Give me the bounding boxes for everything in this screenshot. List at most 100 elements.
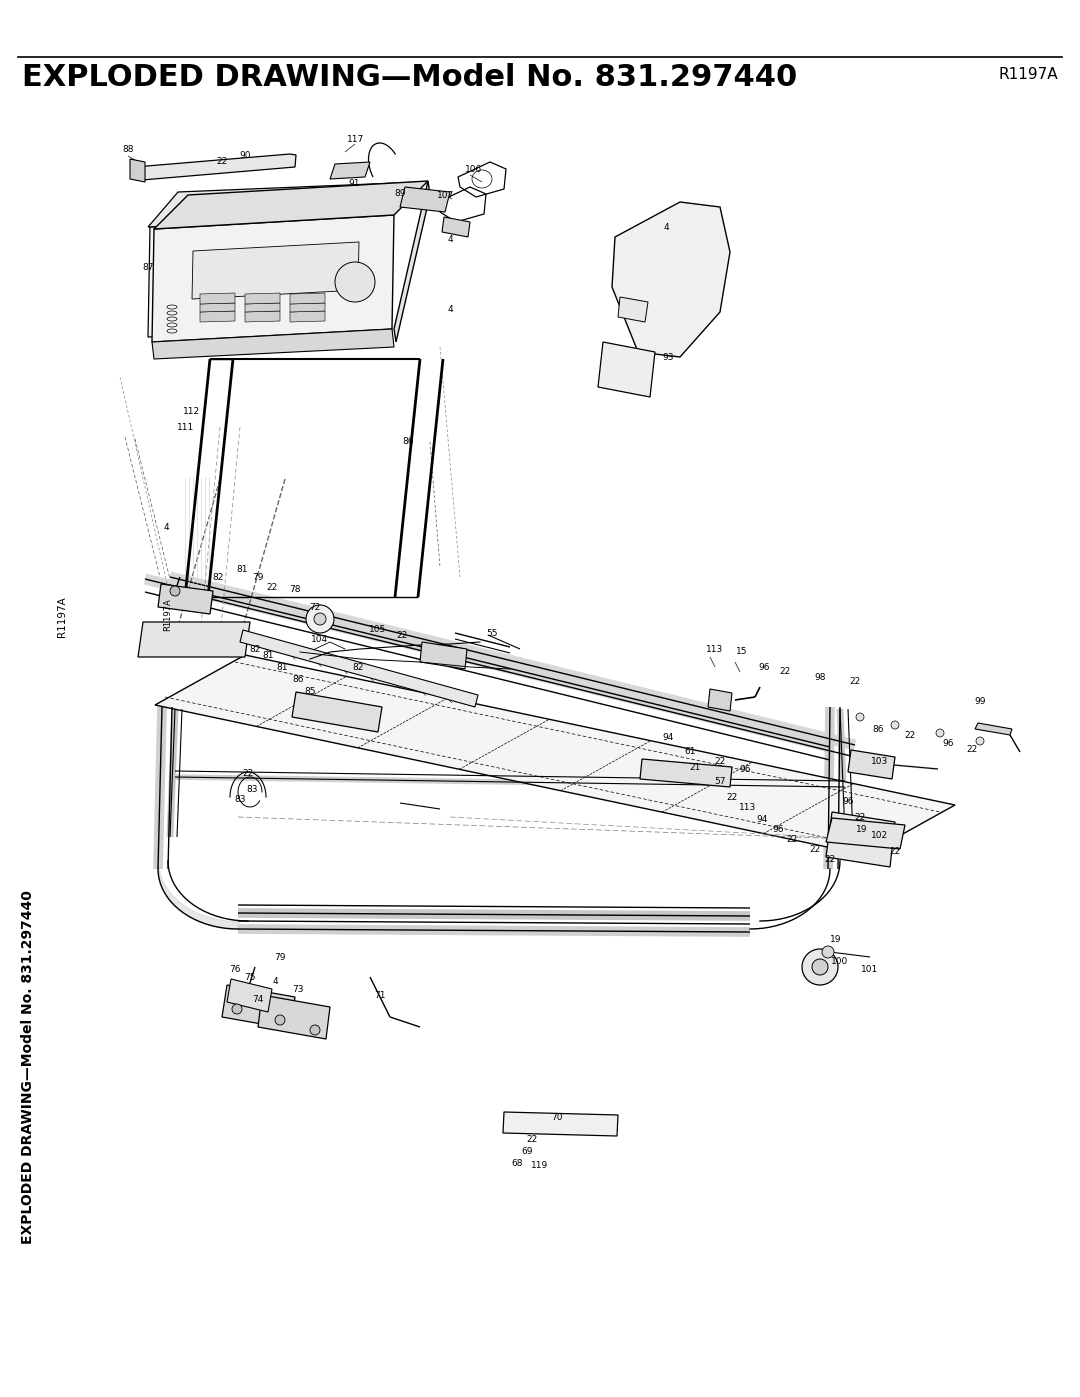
Text: 81: 81: [276, 662, 287, 672]
Polygon shape: [826, 819, 905, 849]
Text: 79: 79: [274, 953, 286, 961]
Text: 82: 82: [249, 644, 260, 654]
Polygon shape: [245, 303, 280, 312]
Text: 22: 22: [967, 746, 977, 754]
Text: 4: 4: [447, 235, 453, 243]
Text: 94: 94: [756, 814, 768, 823]
Text: 83: 83: [234, 795, 246, 803]
Text: 117: 117: [348, 134, 365, 144]
Text: 86: 86: [293, 675, 303, 683]
Text: R1197A: R1197A: [57, 597, 67, 637]
Polygon shape: [975, 724, 1012, 735]
Text: 4: 4: [663, 222, 669, 232]
Text: 99: 99: [974, 697, 986, 705]
Polygon shape: [258, 995, 330, 1039]
Text: 22: 22: [889, 848, 901, 856]
Text: 22: 22: [396, 630, 407, 640]
Circle shape: [335, 263, 375, 302]
Text: 22: 22: [904, 731, 916, 739]
Polygon shape: [420, 643, 467, 669]
Text: 4: 4: [447, 305, 453, 313]
Text: 74: 74: [253, 995, 264, 1003]
Polygon shape: [442, 217, 470, 237]
Circle shape: [856, 712, 864, 721]
Text: 22: 22: [786, 834, 798, 844]
Text: 55: 55: [486, 629, 498, 637]
Text: 15: 15: [737, 647, 747, 657]
Text: 98: 98: [814, 672, 826, 682]
Polygon shape: [245, 312, 280, 321]
Text: 119: 119: [531, 1161, 549, 1169]
Text: 90: 90: [240, 151, 251, 159]
Text: R1197A: R1197A: [998, 67, 1058, 82]
Text: 22: 22: [780, 668, 791, 676]
Circle shape: [802, 949, 838, 985]
Text: 105: 105: [369, 624, 387, 633]
Text: 22: 22: [526, 1134, 538, 1144]
Text: 22: 22: [854, 813, 866, 821]
Polygon shape: [156, 655, 955, 855]
Polygon shape: [848, 750, 895, 780]
Polygon shape: [148, 217, 390, 337]
Text: 4: 4: [163, 522, 168, 531]
Polygon shape: [154, 182, 428, 229]
Text: 107: 107: [437, 190, 455, 200]
Polygon shape: [394, 182, 430, 342]
Polygon shape: [400, 187, 450, 212]
Polygon shape: [292, 692, 382, 732]
Polygon shape: [200, 303, 235, 312]
Polygon shape: [708, 689, 732, 711]
Text: 87: 87: [143, 263, 153, 271]
Polygon shape: [222, 985, 295, 1030]
Text: 19: 19: [831, 935, 841, 943]
Circle shape: [891, 721, 899, 729]
Polygon shape: [133, 154, 296, 180]
Polygon shape: [148, 182, 420, 226]
Text: 22: 22: [242, 768, 254, 778]
Text: 22: 22: [849, 676, 861, 686]
Text: 83: 83: [246, 785, 258, 793]
Text: 72: 72: [309, 602, 321, 612]
Text: 69: 69: [522, 1147, 532, 1157]
Polygon shape: [245, 293, 280, 305]
Text: 79: 79: [253, 573, 264, 581]
Text: 75: 75: [244, 972, 256, 982]
Circle shape: [314, 613, 326, 624]
Text: 96: 96: [758, 662, 770, 672]
Text: EXPLODED DRAWING—Model No. 831.297440: EXPLODED DRAWING—Model No. 831.297440: [22, 63, 797, 92]
Text: 70: 70: [551, 1112, 563, 1122]
Text: 22: 22: [216, 158, 228, 166]
Circle shape: [812, 958, 828, 975]
Circle shape: [976, 738, 984, 745]
Text: 113: 113: [740, 802, 757, 812]
Polygon shape: [618, 298, 648, 321]
Text: 86: 86: [873, 725, 883, 733]
Text: 88: 88: [122, 144, 134, 154]
Text: 112: 112: [184, 408, 201, 416]
Text: 96: 96: [942, 739, 954, 747]
Polygon shape: [200, 312, 235, 321]
Polygon shape: [240, 630, 478, 707]
Text: 82: 82: [213, 573, 224, 581]
Text: 101: 101: [862, 964, 879, 974]
Circle shape: [170, 585, 180, 597]
Polygon shape: [152, 330, 394, 359]
Text: 86: 86: [402, 437, 414, 447]
Text: 22: 22: [714, 757, 726, 767]
Text: 96: 96: [772, 824, 784, 834]
Polygon shape: [152, 215, 394, 342]
Text: 113: 113: [706, 644, 724, 654]
Text: 19: 19: [856, 824, 867, 834]
Polygon shape: [598, 342, 654, 397]
Circle shape: [822, 946, 834, 958]
Polygon shape: [291, 293, 325, 305]
Polygon shape: [612, 203, 730, 358]
Text: 85: 85: [305, 687, 315, 697]
Text: 100: 100: [832, 957, 849, 967]
Polygon shape: [192, 242, 359, 299]
Text: 81: 81: [237, 564, 247, 574]
Text: 21: 21: [689, 763, 701, 771]
Polygon shape: [826, 812, 895, 868]
Text: 91: 91: [348, 179, 360, 189]
Text: 111: 111: [177, 422, 194, 432]
